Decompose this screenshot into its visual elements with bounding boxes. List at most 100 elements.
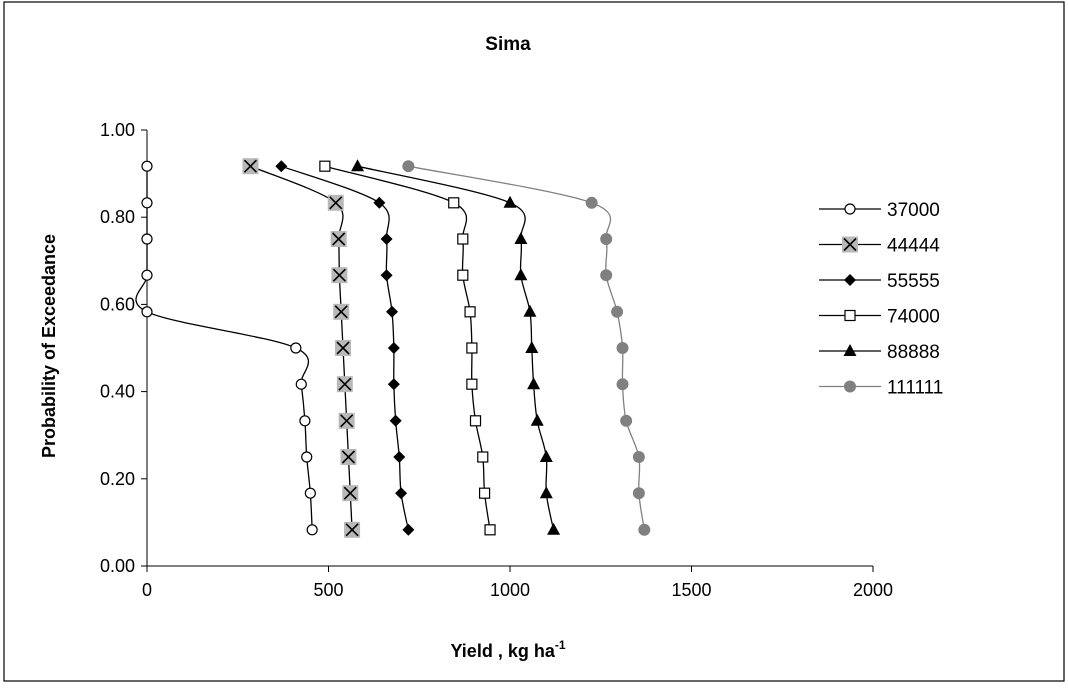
data-point bbox=[340, 449, 357, 465]
data-point bbox=[331, 267, 348, 284]
legend-marker bbox=[842, 236, 858, 253]
y-tick-label: 0.80 bbox=[100, 207, 135, 227]
legend-marker bbox=[844, 203, 856, 215]
legend-label: 44444 bbox=[887, 236, 940, 257]
data-point bbox=[344, 521, 361, 538]
data-point bbox=[327, 194, 344, 211]
legend-label: 88888 bbox=[887, 342, 940, 363]
data-point bbox=[389, 414, 402, 427]
data-point bbox=[464, 306, 476, 318]
data-point bbox=[330, 231, 347, 247]
y-axis-title: Probability of Exceedance bbox=[39, 234, 59, 458]
data-point bbox=[600, 233, 613, 245]
legend-label: 55555 bbox=[887, 271, 940, 292]
data-point bbox=[141, 306, 153, 318]
data-point bbox=[373, 196, 386, 209]
data-point bbox=[299, 415, 311, 427]
data-point bbox=[466, 342, 478, 354]
data-point bbox=[477, 451, 489, 463]
legend-item: 55555 bbox=[819, 271, 940, 292]
data-point bbox=[319, 160, 331, 172]
data-point bbox=[242, 158, 259, 175]
x-axis: 0 500 1000 1500 2000 bbox=[142, 565, 893, 600]
data-point bbox=[547, 522, 561, 535]
data-point bbox=[600, 269, 613, 282]
data-point bbox=[484, 524, 496, 536]
data-point bbox=[301, 451, 313, 463]
data-point bbox=[387, 342, 400, 354]
legend-item: 88888 bbox=[819, 342, 940, 363]
data-point bbox=[333, 303, 350, 320]
series-74000 bbox=[319, 160, 496, 536]
data-point bbox=[342, 485, 359, 502]
data-point bbox=[620, 414, 633, 427]
data-point bbox=[387, 378, 400, 391]
data-point bbox=[306, 524, 318, 536]
legend-label: 74000 bbox=[887, 307, 940, 328]
chart-title: Sima bbox=[485, 34, 531, 55]
x-tick-label: 500 bbox=[313, 580, 343, 600]
data-point bbox=[380, 233, 393, 245]
legend-label: 111111 bbox=[887, 378, 943, 399]
data-point bbox=[141, 233, 153, 245]
data-point bbox=[530, 413, 544, 426]
data-point bbox=[514, 268, 528, 281]
x-axis-title: Yield , kg ha-1 bbox=[450, 638, 565, 661]
data-point bbox=[503, 195, 517, 208]
series-layer bbox=[135, 158, 651, 538]
y-tick-label: 0.40 bbox=[100, 382, 135, 402]
data-point bbox=[448, 197, 460, 209]
legend-item: 37000 bbox=[819, 200, 940, 221]
series-37000 bbox=[135, 160, 318, 536]
x-tick-label: 1000 bbox=[490, 580, 530, 600]
legend-label: 37000 bbox=[887, 200, 940, 221]
data-point bbox=[527, 377, 541, 390]
legend-marker bbox=[844, 309, 856, 322]
x-axis-title-superscript: -1 bbox=[555, 638, 566, 652]
y-tick-label: 0.60 bbox=[100, 294, 135, 314]
data-point bbox=[335, 340, 352, 356]
data-point bbox=[585, 196, 598, 209]
series-111111 bbox=[402, 160, 651, 536]
legend-marker bbox=[844, 380, 856, 393]
chart-border bbox=[3, 1, 1065, 682]
data-point bbox=[469, 415, 482, 427]
data-point bbox=[466, 378, 478, 390]
data-point bbox=[351, 159, 365, 172]
data-point bbox=[380, 269, 393, 282]
data-point bbox=[275, 160, 288, 173]
y-tick-label: 0.00 bbox=[100, 556, 135, 576]
x-tick-label: 2000 bbox=[853, 580, 893, 600]
data-point bbox=[402, 523, 415, 536]
data-point bbox=[514, 232, 528, 244]
legend-item: 74000 bbox=[819, 307, 940, 328]
legend-item: 44444 bbox=[819, 236, 940, 257]
data-point bbox=[295, 378, 307, 390]
data-point bbox=[632, 451, 645, 463]
data-point bbox=[539, 450, 553, 462]
data-point bbox=[141, 197, 153, 209]
series-44444 bbox=[242, 158, 361, 538]
legend: 37000 44444 55555 74000 88888 111111 bbox=[819, 200, 943, 399]
data-point bbox=[616, 378, 629, 391]
data-point bbox=[616, 342, 629, 354]
x-tick-label: 0 bbox=[142, 580, 152, 600]
legend-item: 111111 bbox=[819, 378, 943, 399]
data-point bbox=[393, 451, 406, 463]
series-line bbox=[357, 165, 555, 530]
data-point bbox=[290, 342, 302, 354]
data-point bbox=[304, 487, 316, 499]
y-tick-label: 0.20 bbox=[100, 469, 135, 489]
data-point bbox=[457, 233, 469, 245]
data-point bbox=[611, 305, 624, 318]
data-point bbox=[638, 523, 651, 536]
y-tick-label: 1.00 bbox=[100, 120, 135, 140]
data-point bbox=[523, 304, 537, 317]
data-point bbox=[141, 269, 153, 281]
x-axis-title-main: Yield , kg ha bbox=[450, 641, 555, 661]
data-point bbox=[395, 487, 408, 500]
data-point bbox=[402, 160, 415, 173]
data-point bbox=[478, 487, 491, 499]
legend-marker bbox=[843, 344, 857, 356]
